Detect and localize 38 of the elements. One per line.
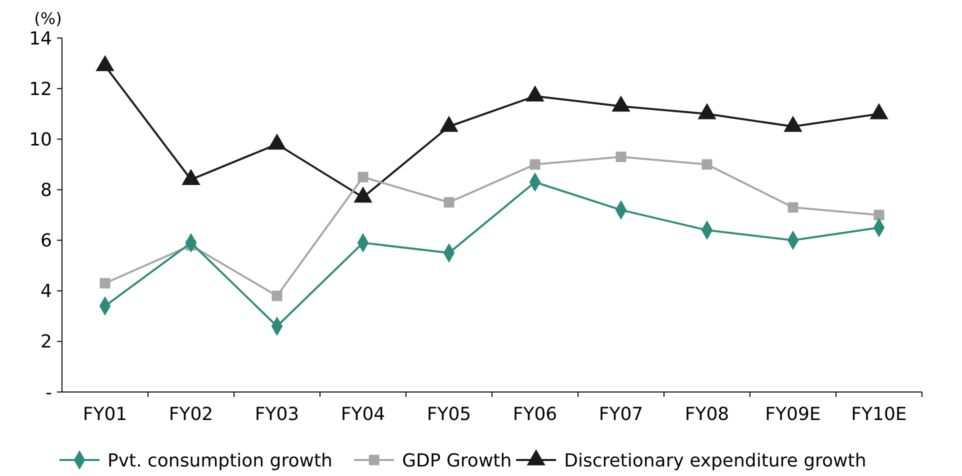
x-tick-label: FY09E xyxy=(765,404,821,425)
y-tick-label: 2 xyxy=(40,332,52,353)
point xyxy=(272,290,282,302)
x-tick-label: FY07 xyxy=(598,404,644,425)
x-tick-label: FY05 xyxy=(426,404,472,425)
y-tick-label: 8 xyxy=(40,180,52,202)
legend-label: Discretionary expenditure growth xyxy=(564,450,866,472)
y-tick-label: - xyxy=(46,382,52,404)
x-tick-label: FY04 xyxy=(340,404,386,425)
point xyxy=(358,172,368,182)
point xyxy=(702,159,712,170)
point xyxy=(96,55,114,72)
y-axis-title: (%) xyxy=(34,9,62,28)
x-tick-label: FY03 xyxy=(254,404,300,425)
point xyxy=(440,116,458,132)
point xyxy=(268,133,286,150)
point xyxy=(698,103,716,120)
legend-label: GDP Growth xyxy=(402,450,512,472)
point xyxy=(530,159,540,170)
x-tick-label: FY10E xyxy=(851,404,907,425)
y-tick-label: 6 xyxy=(40,230,52,252)
x-tick-label: FY01 xyxy=(82,404,128,425)
point xyxy=(444,197,454,208)
y-tick-label: 10 xyxy=(29,129,52,150)
x-tick-label: FY08 xyxy=(684,404,730,425)
point xyxy=(616,152,626,162)
point xyxy=(100,278,110,289)
y-tick-label: 4 xyxy=(40,281,52,302)
x-tick-label: FY02 xyxy=(168,404,214,425)
y-tick-label: 12 xyxy=(29,78,52,100)
point xyxy=(612,96,630,112)
point xyxy=(784,116,802,132)
point xyxy=(788,202,798,213)
point xyxy=(870,103,888,120)
x-tick-label: FY06 xyxy=(512,404,558,425)
legend-label: Pvt. consumption growth xyxy=(108,450,332,472)
y-tick-label: 14 xyxy=(29,28,52,50)
point xyxy=(526,85,544,102)
